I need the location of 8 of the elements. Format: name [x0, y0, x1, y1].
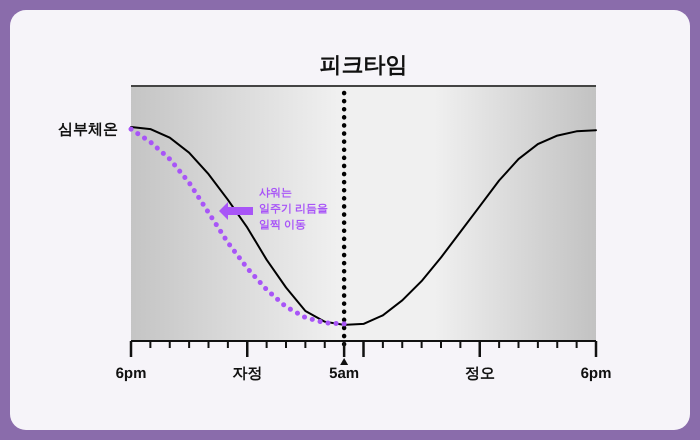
- x-tick-label: 6pm: [116, 365, 146, 382]
- annotation: 샤워는 일주기 리듬을 일찍 이동: [259, 187, 328, 231]
- x-tick-label: 6pm: [580, 365, 612, 382]
- x-tick-label: 5am: [329, 365, 360, 382]
- x-tick-label: 정오: [464, 365, 495, 382]
- y-axis-title: 심부체온: [58, 121, 118, 138]
- x-tick-label: 자정: [232, 365, 262, 382]
- chart-title: 피크타임: [320, 52, 408, 77]
